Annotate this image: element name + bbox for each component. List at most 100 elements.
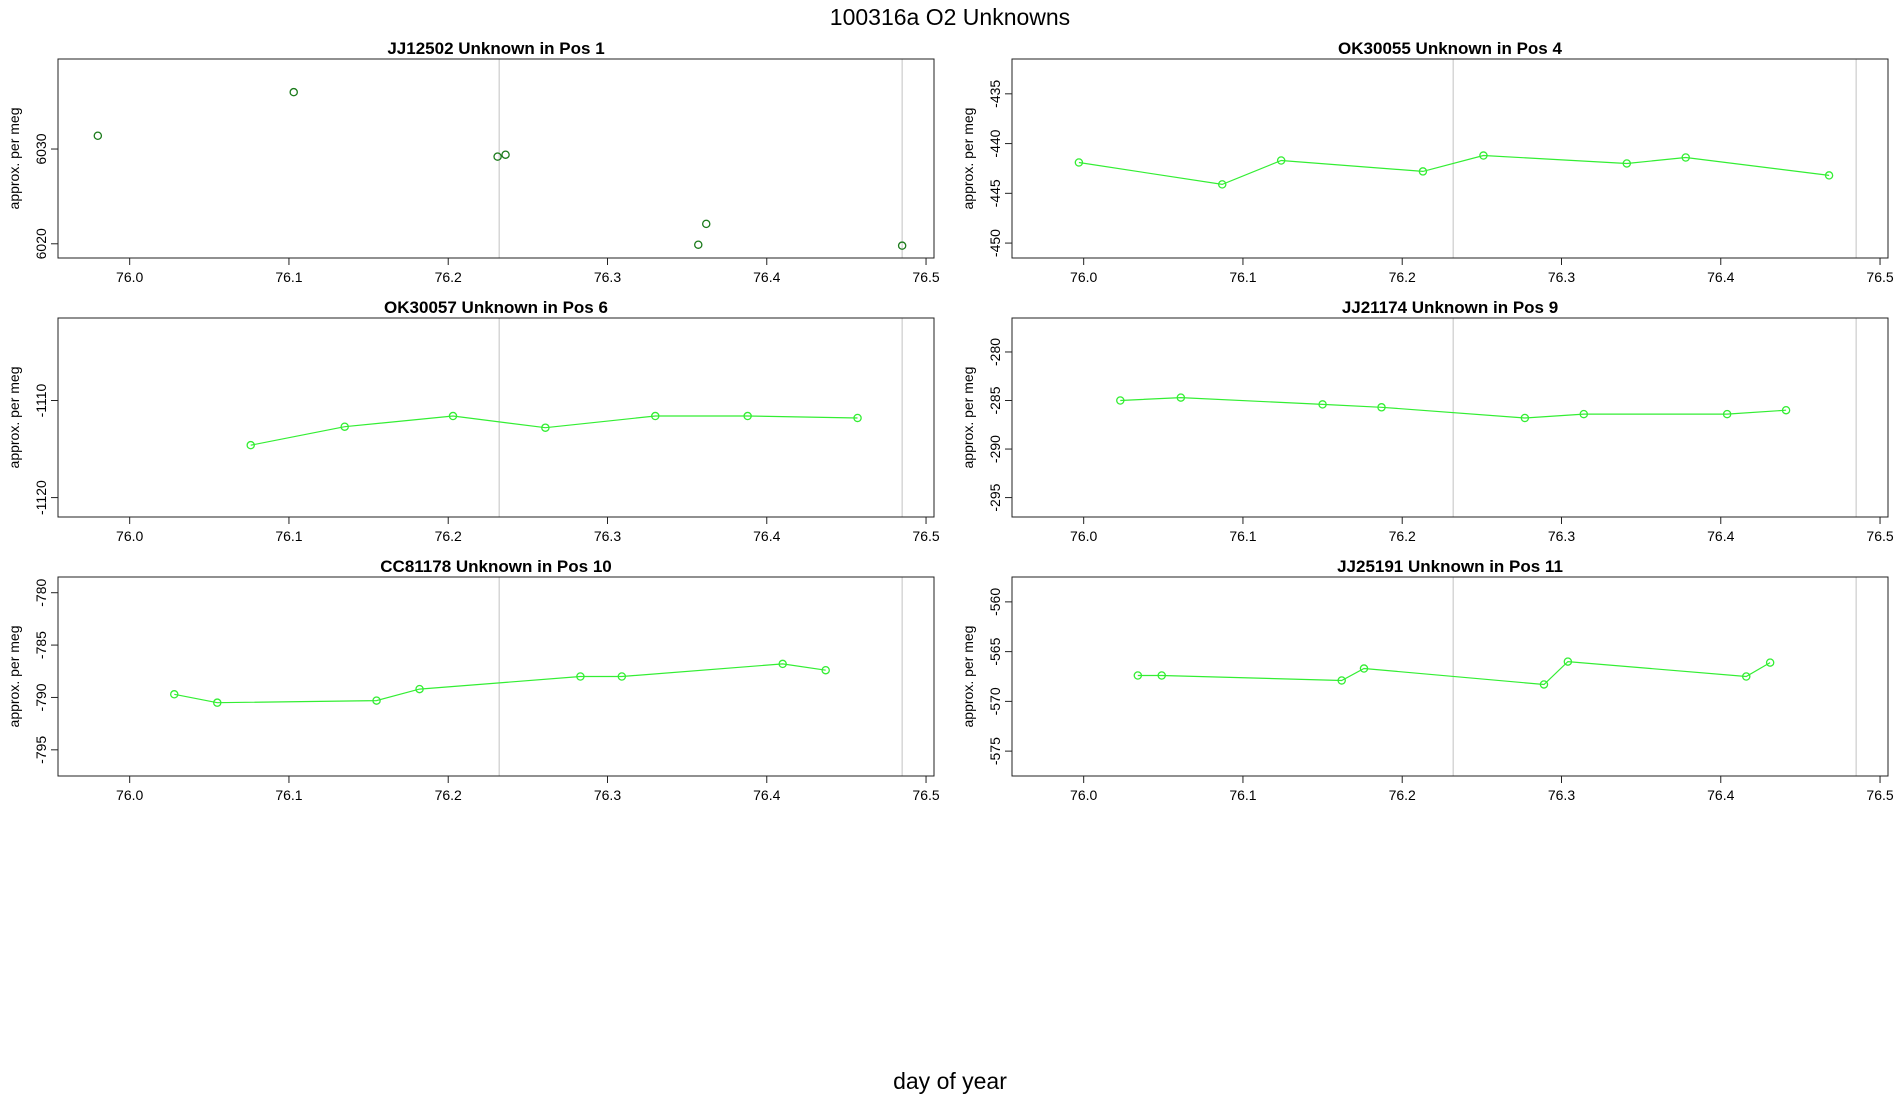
- y-tick-label: -450: [987, 229, 1003, 257]
- y-axis-label: approx. per meg: [960, 108, 976, 210]
- x-tick-label: 76.0: [116, 269, 143, 285]
- data-point: [576, 672, 585, 681]
- x-tick-label: 76.1: [1229, 528, 1256, 544]
- y-tick-label: 6020: [33, 228, 49, 259]
- y-tick-label: -785: [33, 631, 49, 659]
- panel-title: JJ25191 Unknown in Pos 11: [1337, 557, 1563, 576]
- data-point: [701, 219, 711, 229]
- data-point: [1765, 658, 1775, 667]
- data-point: [493, 152, 502, 161]
- x-tick-label: 76.3: [594, 269, 621, 285]
- x-tick-label: 76.1: [275, 787, 302, 803]
- y-tick-label: -570: [987, 687, 1003, 715]
- data-point: [1722, 409, 1732, 419]
- x-tick-label: 76.3: [1548, 787, 1575, 803]
- x-tick-label: 76.4: [1707, 787, 1734, 803]
- panel-2: OK30055 Unknown in Pos 4 76.0 76.1 76.2 76.3…: [960, 39, 1894, 285]
- y-axis-label: approx. per meg: [6, 626, 22, 728]
- plot-frame: [57, 317, 935, 518]
- y-tick-label: -560: [987, 588, 1003, 616]
- data-point: [1539, 680, 1549, 689]
- data-point: [1579, 409, 1589, 419]
- y-tick-label: -290: [987, 435, 1003, 463]
- x-tick-label: 76.2: [435, 787, 462, 803]
- plot-frame: [57, 576, 935, 777]
- figure-title: 100316a O2 Unknowns: [829, 4, 1071, 30]
- data-point: [617, 672, 627, 681]
- x-tick-label: 76.5: [1866, 528, 1893, 544]
- plot-frame: [1011, 317, 1889, 518]
- panel-title: JJ12502 Unknown in Pos 1: [387, 39, 604, 58]
- data-point: [93, 131, 103, 141]
- y-axis-label: approx. per meg: [6, 108, 22, 210]
- series-line: [174, 663, 826, 704]
- data-point: [289, 87, 298, 97]
- data-point: [1318, 400, 1327, 409]
- data-point: [1359, 664, 1369, 673]
- panel-3: OK30057 Unknown in Pos 6 76.0 76.1 76.2 76.3…: [6, 298, 940, 544]
- plot-frame: [57, 58, 935, 259]
- series-line: [250, 415, 858, 446]
- x-tick-label: 76.5: [912, 269, 939, 285]
- data-point: [1563, 657, 1573, 666]
- y-tick-label: -780: [33, 578, 49, 606]
- y-tick-label: -440: [987, 129, 1003, 157]
- x-tick-label: 76.1: [275, 269, 302, 285]
- x-tick-label: 76.5: [1866, 787, 1893, 803]
- series-line: [1137, 660, 1771, 686]
- data-point: [501, 150, 510, 159]
- data-point: [1116, 396, 1125, 405]
- data-point: [1520, 413, 1530, 423]
- x-tick-label: 76.2: [435, 269, 462, 285]
- data-point: [1377, 403, 1386, 412]
- data-point: [1681, 153, 1690, 162]
- data-point: [1824, 171, 1834, 180]
- data-point: [246, 440, 255, 450]
- data-point: [1276, 156, 1286, 165]
- x-tick-label: 76.4: [1707, 528, 1734, 544]
- x-tick-label: 76.3: [1548, 528, 1575, 544]
- x-tick-label: 76.0: [1070, 787, 1097, 803]
- data-point: [448, 411, 458, 421]
- x-tick-label: 76.0: [116, 528, 143, 544]
- data-point: [1176, 393, 1186, 402]
- data-point: [651, 411, 660, 421]
- data-point: [1741, 672, 1751, 681]
- y-tick-label: -1120: [33, 480, 49, 515]
- y-tick-label: -575: [987, 737, 1003, 765]
- data-point: [1479, 151, 1488, 160]
- x-tick-label: 76.0: [116, 787, 143, 803]
- data-point: [778, 659, 787, 669]
- data-point: [1074, 158, 1084, 167]
- data-point: [1337, 676, 1346, 685]
- series-line: [1078, 154, 1830, 186]
- x-tick-label: 76.1: [1229, 787, 1256, 803]
- x-tick-label: 76.2: [435, 528, 462, 544]
- y-tick-label: -565: [987, 637, 1003, 665]
- x-tick-label: 76.2: [1389, 787, 1416, 803]
- plot-frame: [1011, 58, 1889, 259]
- x-tick-label: 76.5: [912, 528, 939, 544]
- plot-frame: [1011, 576, 1889, 777]
- data-point: [1157, 671, 1166, 680]
- data-point: [853, 413, 862, 423]
- data-point: [541, 423, 550, 432]
- y-axis-label: approx. per meg: [960, 367, 976, 469]
- panel-1: JJ12502 Unknown in Pos 1 76.0 76.1 76.2 76.3…: [6, 39, 940, 285]
- y-axis-label: approx. per meg: [960, 626, 976, 728]
- x-tick-label: 76.4: [753, 787, 780, 803]
- data-point: [743, 411, 752, 421]
- series-line: [1120, 396, 1787, 419]
- x-axis-label: day of year: [893, 1068, 1007, 1094]
- panel-6: JJ25191 Unknown in Pos 11 76.0 76.1 76.2 76.…: [960, 557, 1894, 803]
- data-point: [340, 422, 349, 431]
- y-tick-label: -795: [33, 736, 49, 764]
- data-point: [372, 696, 381, 705]
- x-tick-label: 76.1: [1229, 269, 1256, 285]
- data-point: [1622, 159, 1632, 168]
- x-tick-label: 76.5: [1866, 269, 1893, 285]
- x-tick-label: 76.1: [275, 528, 302, 544]
- y-tick-label: -285: [987, 386, 1003, 414]
- x-tick-label: 76.4: [753, 269, 780, 285]
